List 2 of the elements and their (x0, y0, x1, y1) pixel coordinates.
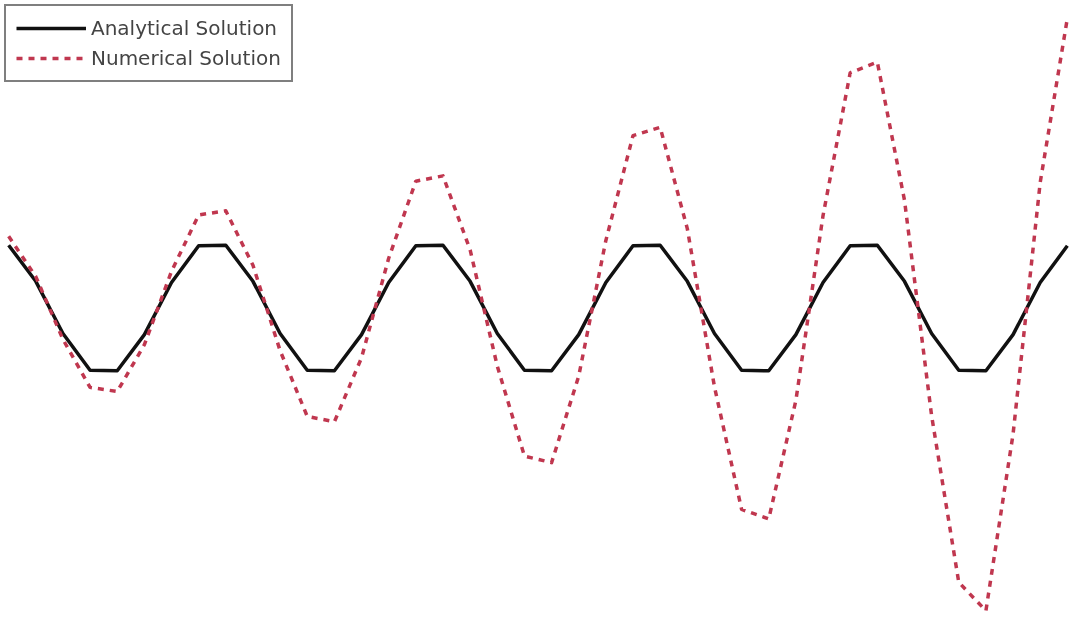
legend-label: Numerical Solution (91, 46, 281, 70)
legend-label: Analytical Solution (91, 16, 278, 40)
